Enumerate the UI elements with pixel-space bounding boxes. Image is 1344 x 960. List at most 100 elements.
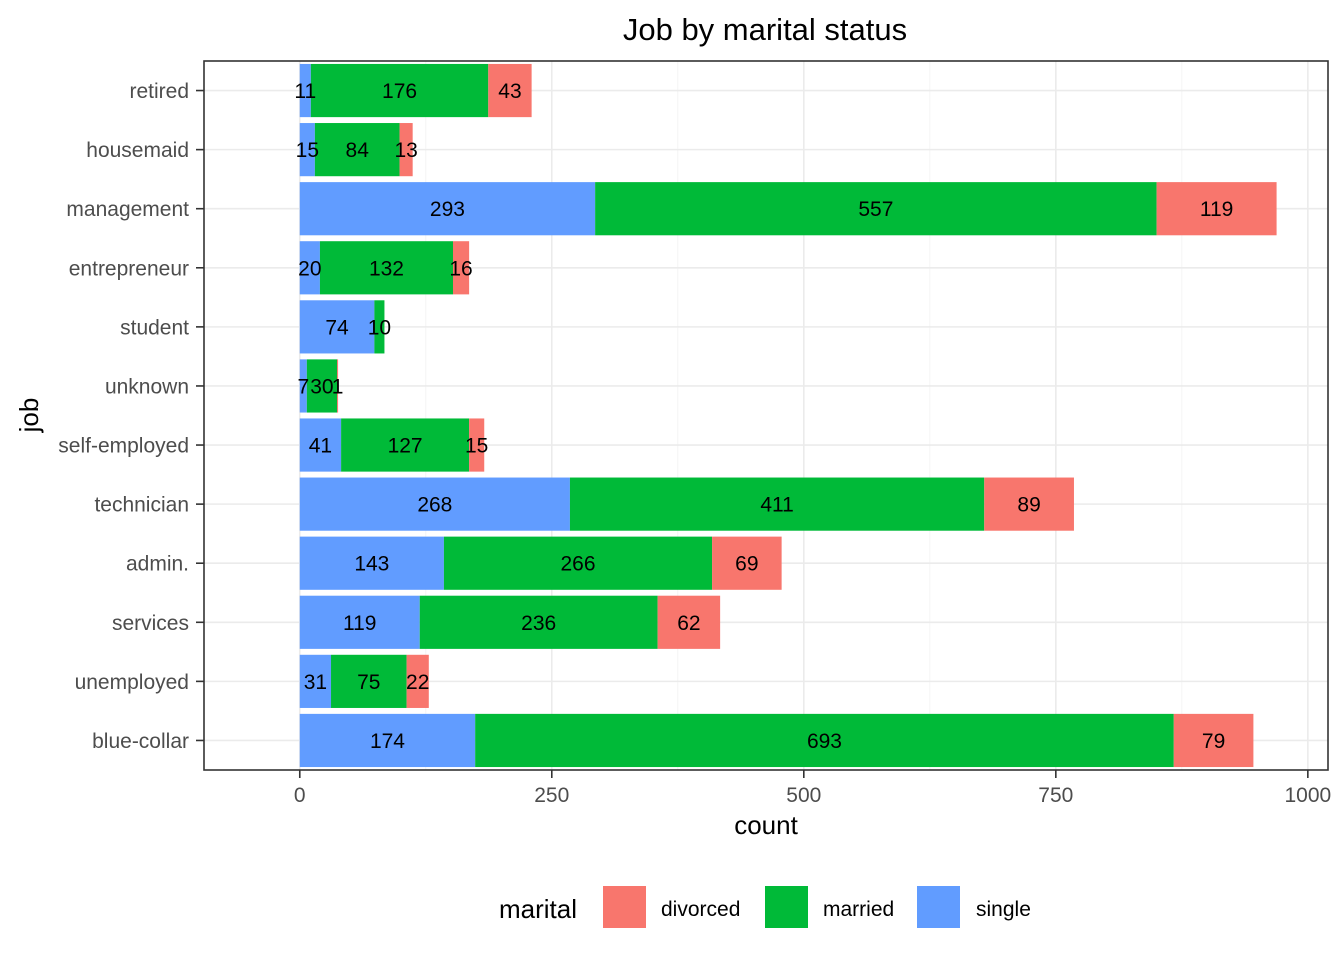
data-label-single: 143	[354, 553, 389, 576]
y-tick-label: retired	[129, 80, 189, 103]
data-label-married: 75	[357, 671, 380, 694]
data-label-married: 84	[346, 139, 370, 162]
legend-key-married	[765, 886, 808, 928]
data-label-married: 693	[807, 730, 842, 753]
legend-label-married: married	[823, 898, 894, 921]
bar-single	[299, 713, 476, 768]
y-tick-label: unknown	[105, 375, 189, 398]
y-tick-label: entrepreneur	[69, 257, 189, 280]
data-label-divorced: 16	[449, 257, 472, 280]
bar-married	[569, 477, 985, 531]
bar-single	[299, 477, 570, 531]
x-axis: 0 250 500 750 1000	[294, 770, 1331, 807]
data-label-married: 10	[368, 316, 391, 339]
x-tick-label: 750	[1038, 784, 1073, 807]
grid-lines	[204, 61, 1328, 770]
bar-divorced	[452, 241, 470, 295]
legend: marital divorced married single	[499, 886, 1031, 928]
data-label-single: 268	[417, 494, 452, 517]
legend-key-single	[917, 886, 960, 928]
data-label-single: 174	[370, 730, 405, 753]
data-label-divorced: 15	[465, 435, 488, 458]
bar-divorced	[406, 654, 429, 708]
bar-divorced	[488, 63, 532, 118]
bar-divorced	[337, 359, 339, 413]
data-label-divorced: 62	[677, 612, 700, 635]
y-tick-label: self-employed	[58, 435, 189, 458]
data-label-single: 20	[298, 257, 321, 280]
bar-single	[299, 182, 596, 236]
bar-divorced	[399, 123, 413, 177]
data-label-divorced: 79	[1202, 730, 1225, 753]
bar-married	[443, 536, 713, 590]
bar-married	[314, 123, 400, 177]
data-label-married: 127	[388, 435, 423, 458]
bar-single	[299, 418, 342, 472]
data-label-married: 132	[369, 257, 404, 280]
bar-married	[306, 359, 338, 413]
legend-title: marital	[499, 894, 577, 924]
data-label-divorced: 1	[332, 375, 344, 398]
x-tick-label: 0	[294, 784, 306, 807]
legend-key-divorced	[603, 886, 646, 928]
bar-married	[341, 418, 470, 472]
legend-label-divorced: divorced	[661, 898, 740, 921]
bar-married	[331, 654, 407, 708]
bar-single	[299, 536, 444, 590]
bar-married	[475, 713, 1174, 768]
bar-single	[299, 241, 320, 295]
bar-married	[595, 182, 1157, 236]
x-tick-label: 250	[534, 784, 569, 807]
bar-divorced	[712, 536, 782, 590]
data-label-single: 293	[430, 198, 465, 221]
bar-divorced	[469, 418, 485, 472]
data-label-married: 176	[382, 80, 417, 103]
plot-background	[204, 61, 1328, 770]
bar-divorced	[1156, 182, 1277, 236]
bar-married	[310, 63, 489, 118]
y-tick-label: management	[66, 198, 189, 221]
bars	[299, 63, 1277, 768]
bar-divorced	[657, 595, 721, 649]
bar-divorced	[984, 477, 1074, 531]
bar-single	[299, 123, 315, 177]
bar-single	[299, 654, 332, 708]
y-tick-label: blue-collar	[92, 730, 189, 753]
chart-title: Job by marital status	[623, 12, 907, 47]
y-tick-label: admin.	[126, 553, 189, 576]
data-label-divorced: 22	[406, 671, 429, 694]
y-tick-label: technician	[94, 494, 189, 517]
y-axis: retired housemaid management entrepreneur st…	[58, 80, 204, 753]
x-tick-label: 500	[786, 784, 821, 807]
data-label-single: 41	[309, 435, 332, 458]
data-label-divorced: 69	[735, 553, 758, 576]
plot-panel-border	[203, 60, 1329, 771]
data-label-married: 30	[310, 375, 333, 398]
data-label-married: 557	[858, 198, 893, 221]
bar-single	[299, 595, 420, 649]
x-axis-title: count	[734, 810, 798, 840]
data-label-married: 236	[521, 612, 556, 635]
data-label-married: 411	[760, 494, 793, 517]
data-label-single: 31	[304, 671, 327, 694]
bar-married	[374, 300, 385, 354]
bar-single	[299, 359, 307, 413]
bar-single	[299, 63, 311, 118]
y-axis-title: job	[14, 398, 44, 434]
data-label-single: 7	[297, 375, 309, 398]
x-tick-label: 1000	[1284, 784, 1331, 807]
bar-married	[419, 595, 658, 649]
bar-divorced	[1173, 713, 1254, 768]
legend-label-single: single	[976, 898, 1031, 921]
data-label-single: 15	[296, 139, 319, 162]
data-label-divorced: 13	[394, 139, 417, 162]
y-tick-label: housemaid	[86, 139, 189, 162]
data-label-single: 11	[294, 80, 316, 103]
data-label-married: 266	[560, 553, 595, 576]
data-label-single: 119	[343, 612, 376, 635]
bar-married	[319, 241, 453, 295]
bar-single	[299, 300, 375, 354]
y-tick-label: student	[120, 316, 189, 339]
